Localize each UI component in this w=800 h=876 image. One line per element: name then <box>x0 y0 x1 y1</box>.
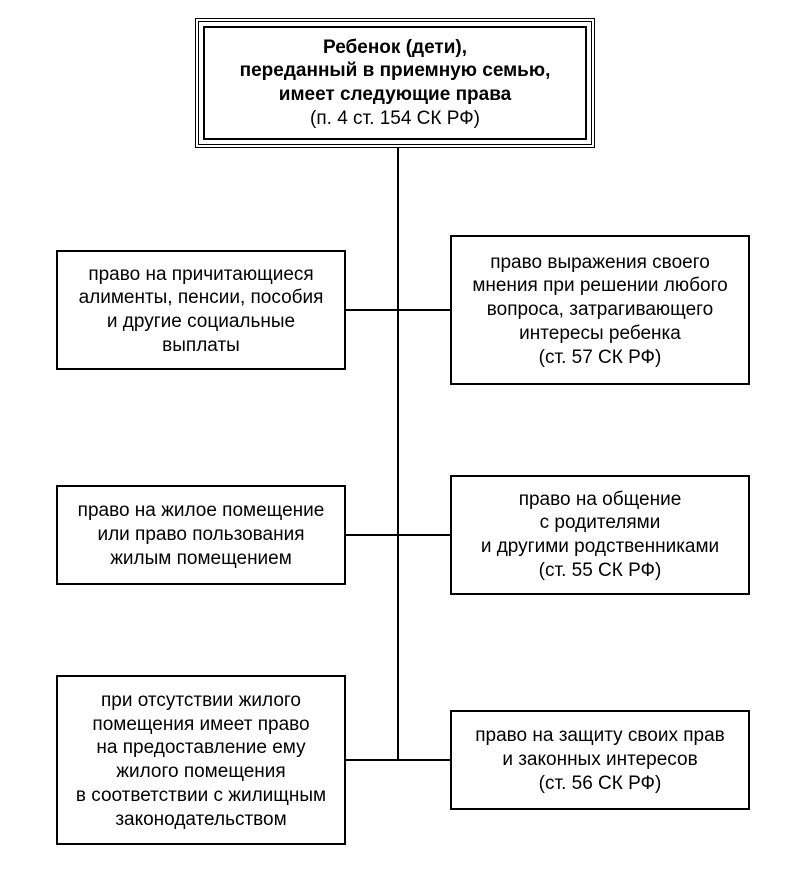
leaf-left-1-line-3: и другие социальные <box>107 310 295 334</box>
branch-left-2 <box>346 534 398 536</box>
root-line-1: Ребенок (дети), <box>323 36 467 60</box>
branch-right-1 <box>398 309 450 311</box>
branch-right-3 <box>398 759 450 761</box>
branch-left-3 <box>346 759 398 761</box>
root-line-2: переданный в приемную семью, <box>240 59 551 83</box>
root-node-inner: Ребенок (дети), переданный в приемную се… <box>203 26 587 140</box>
leaf-right-2-line-2: с родителями <box>540 511 661 535</box>
leaf-left-2-line-1: право на жилое помещение <box>78 499 325 523</box>
leaf-left-1: право на причитающиеся алименты, пенсии,… <box>56 250 346 370</box>
leaf-left-2-line-2: или право пользования <box>97 523 304 547</box>
spine-connector <box>397 148 399 760</box>
root-line-3: имеет следующие права <box>279 83 511 107</box>
leaf-right-3-line-3: (ст. 56 СК РФ) <box>539 772 662 796</box>
leaf-right-1-line-3: вопроса, затрагивающего <box>487 298 714 322</box>
root-node: Ребенок (дети), переданный в приемную се… <box>195 18 595 148</box>
leaf-left-1-line-1: право на причитающиеся <box>88 263 313 287</box>
leaf-right-3-line-2: и законных интересов <box>502 748 697 772</box>
leaf-left-1-line-4: выплаты <box>162 334 240 358</box>
leaf-left-2-line-3: жилым помещением <box>110 547 292 571</box>
leaf-right-2-line-4: (ст. 55 СК РФ) <box>539 559 662 583</box>
leaf-left-3-line-4: жилого помещения <box>116 760 285 784</box>
leaf-right-1-line-1: право выражения своего <box>490 251 710 275</box>
leaf-right-1-line-2: мнения при решении любого <box>472 274 727 298</box>
leaf-right-1: право выражения своего мнения при решени… <box>450 235 750 385</box>
leaf-left-2: право на жилое помещение или право польз… <box>56 485 346 585</box>
branch-left-1 <box>346 309 398 311</box>
leaf-right-1-line-5: (ст. 57 СК РФ) <box>539 346 662 370</box>
diagram-canvas: Ребенок (дети), переданный в приемную се… <box>0 0 800 876</box>
leaf-left-3-line-5: в соответствии с жилищным <box>76 784 326 808</box>
leaf-right-2-line-1: право на общение <box>519 488 682 512</box>
leaf-left-3-line-2: помещения имеет право <box>92 713 309 737</box>
branch-right-2 <box>398 534 450 536</box>
leaf-right-1-line-4: интересы ребенка <box>519 322 681 346</box>
leaf-right-3: право на защиту своих прав и законных ин… <box>450 710 750 810</box>
leaf-left-1-line-2: алименты, пенсии, пособия <box>79 286 324 310</box>
leaf-left-3-line-3: на предоставление ему <box>96 736 305 760</box>
leaf-right-2-line-3: и другими родственниками <box>481 535 719 559</box>
root-line-4: (п. 4 ст. 154 СК РФ) <box>310 107 480 131</box>
leaf-left-3: при отсутствии жилого помещения имеет пр… <box>56 675 346 845</box>
leaf-left-3-line-1: при отсутствии жилого <box>101 689 301 713</box>
leaf-left-3-line-6: законодательством <box>115 808 286 832</box>
leaf-right-2: право на общение с родителями и другими … <box>450 475 750 595</box>
leaf-right-3-line-1: право на защиту своих прав <box>475 724 725 748</box>
